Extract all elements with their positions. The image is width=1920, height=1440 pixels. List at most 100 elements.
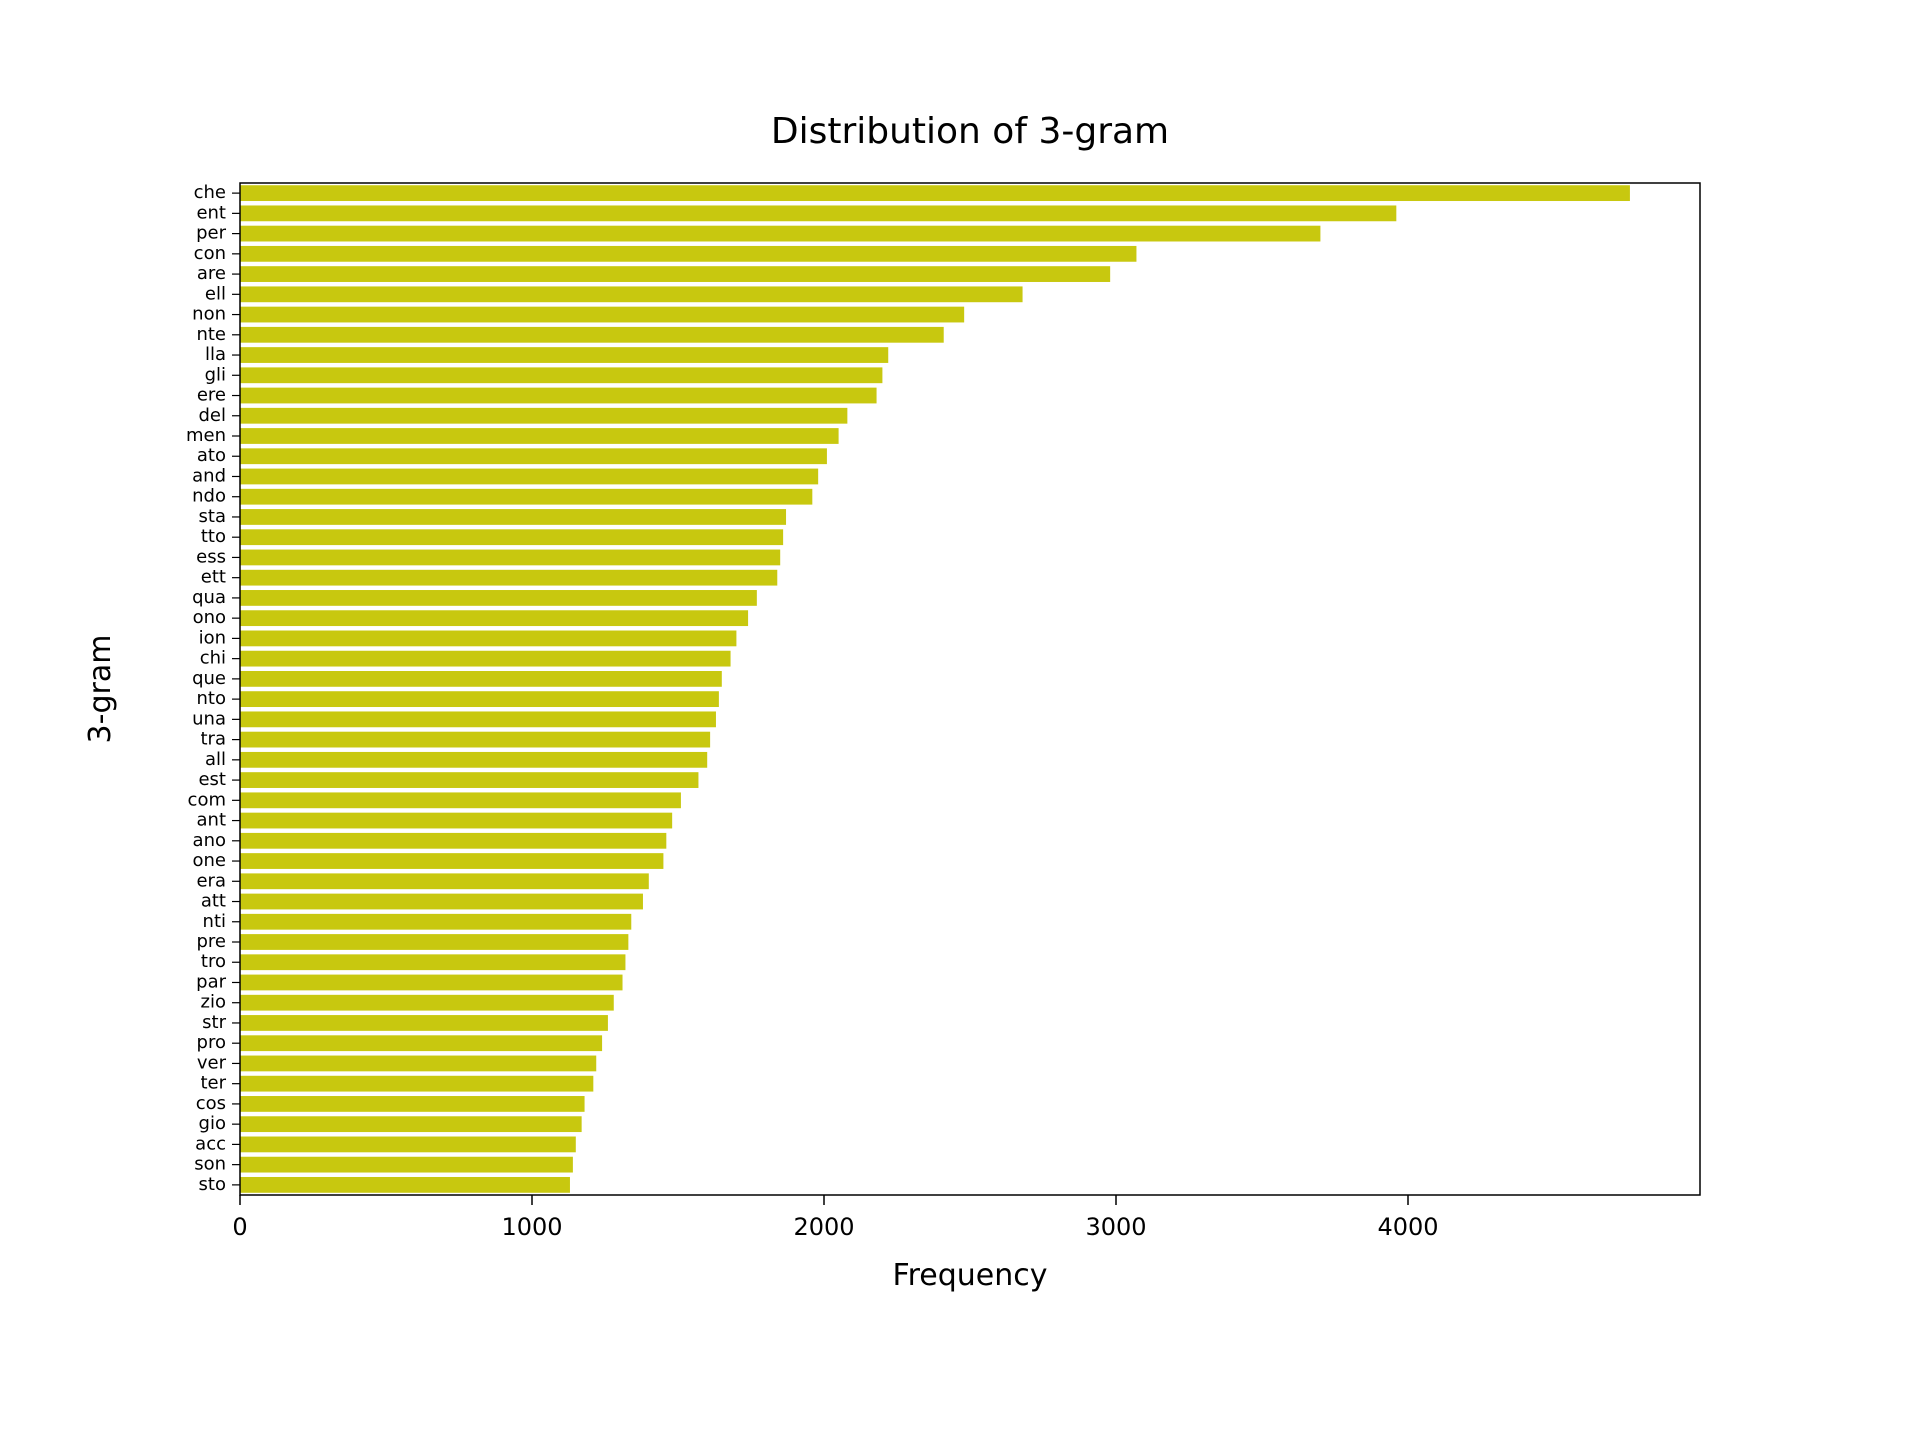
y-tick-label: ett bbox=[201, 567, 226, 588]
y-tick-label: par bbox=[196, 971, 226, 992]
y-tick-label: ano bbox=[193, 830, 226, 851]
bar bbox=[240, 772, 698, 788]
bar bbox=[240, 894, 643, 910]
x-tick-label: 3000 bbox=[1085, 1213, 1146, 1241]
bar bbox=[240, 509, 786, 525]
y-tick-label: che bbox=[194, 182, 226, 203]
bar bbox=[240, 286, 1023, 302]
bar bbox=[240, 307, 964, 323]
bar bbox=[240, 1096, 585, 1112]
bar bbox=[240, 711, 716, 727]
y-tick-label: tto bbox=[201, 526, 226, 547]
y-tick-label: del bbox=[198, 405, 226, 426]
y-tick-label: acc bbox=[195, 1133, 226, 1154]
bar bbox=[240, 1076, 593, 1092]
bar bbox=[240, 610, 748, 626]
y-tick-label: are bbox=[197, 263, 226, 284]
y-tick-label: tro bbox=[201, 951, 226, 972]
y-tick-label: lla bbox=[205, 344, 226, 365]
y-tick-label: ess bbox=[196, 546, 226, 567]
bar bbox=[240, 388, 877, 404]
y-tick-label: qua bbox=[192, 587, 226, 608]
y-tick-label: com bbox=[188, 789, 226, 810]
bar bbox=[240, 833, 666, 849]
y-tick-label: ato bbox=[197, 445, 226, 466]
bar bbox=[240, 914, 631, 930]
bar bbox=[240, 205, 1396, 221]
bar-chart: Distribution of 3-gramcheentperconareell… bbox=[0, 0, 1920, 1440]
y-tick-label: all bbox=[205, 749, 226, 770]
y-tick-label: one bbox=[193, 850, 227, 871]
bar bbox=[240, 651, 731, 667]
y-tick-label: tra bbox=[201, 729, 227, 750]
bar bbox=[240, 975, 623, 991]
bar bbox=[240, 813, 672, 829]
y-tick-label: gio bbox=[199, 1113, 226, 1134]
y-tick-label: ono bbox=[193, 607, 226, 628]
bar bbox=[240, 954, 625, 970]
x-tick-label: 4000 bbox=[1377, 1213, 1438, 1241]
bar bbox=[240, 792, 681, 808]
bar bbox=[240, 934, 628, 950]
y-tick-label: men bbox=[186, 425, 226, 446]
bar bbox=[240, 246, 1136, 262]
y-tick-label: est bbox=[198, 769, 226, 790]
bar bbox=[240, 732, 710, 748]
chart-container: Distribution of 3-gramcheentperconareell… bbox=[0, 0, 1920, 1440]
y-tick-label: que bbox=[192, 668, 226, 689]
bar bbox=[240, 408, 847, 424]
y-tick-label: nte bbox=[196, 324, 226, 345]
bar bbox=[240, 448, 827, 464]
bar bbox=[240, 367, 882, 383]
y-tick-label: chi bbox=[200, 648, 226, 669]
x-tick-label: 2000 bbox=[793, 1213, 854, 1241]
x-tick-label: 0 bbox=[232, 1213, 247, 1241]
bar bbox=[240, 428, 839, 444]
bar bbox=[240, 1157, 573, 1173]
bar bbox=[240, 266, 1110, 282]
y-tick-label: son bbox=[194, 1154, 226, 1175]
y-tick-label: and bbox=[192, 465, 226, 486]
y-tick-label: pro bbox=[197, 1032, 226, 1053]
bar bbox=[240, 489, 812, 505]
y-tick-label: pre bbox=[196, 931, 226, 952]
y-tick-label: ion bbox=[199, 627, 226, 648]
y-axis-label: 3-gram bbox=[83, 635, 118, 744]
y-tick-label: str bbox=[202, 1012, 226, 1033]
bar bbox=[240, 1035, 602, 1051]
bar bbox=[240, 1116, 582, 1132]
bar bbox=[240, 752, 707, 768]
y-tick-label: non bbox=[192, 304, 226, 325]
bar bbox=[240, 590, 757, 606]
y-tick-label: sto bbox=[199, 1174, 226, 1195]
y-tick-label: ere bbox=[197, 385, 226, 406]
bar bbox=[240, 529, 783, 545]
y-tick-label: cos bbox=[196, 1093, 226, 1114]
y-tick-label: ell bbox=[205, 283, 226, 304]
y-tick-label: una bbox=[192, 708, 226, 729]
bar bbox=[240, 185, 1630, 201]
bar bbox=[240, 853, 663, 869]
bar bbox=[240, 226, 1320, 242]
bar bbox=[240, 873, 649, 889]
y-tick-label: ter bbox=[200, 1073, 226, 1094]
bar bbox=[240, 327, 944, 343]
y-tick-label: con bbox=[194, 243, 226, 264]
y-tick-label: att bbox=[201, 891, 226, 912]
y-tick-label: sta bbox=[199, 506, 226, 527]
bar bbox=[240, 631, 736, 647]
bar bbox=[240, 550, 780, 566]
bar bbox=[240, 671, 722, 687]
bar bbox=[240, 691, 719, 707]
y-tick-label: zio bbox=[201, 992, 226, 1013]
x-axis-label: Frequency bbox=[893, 1258, 1048, 1293]
chart-title: Distribution of 3-gram bbox=[771, 111, 1169, 152]
y-tick-label: ver bbox=[197, 1052, 227, 1073]
y-tick-label: nti bbox=[203, 911, 226, 932]
bar bbox=[240, 1056, 596, 1072]
y-tick-label: nto bbox=[197, 688, 226, 709]
y-tick-label: ant bbox=[197, 810, 227, 831]
y-tick-label: per bbox=[196, 223, 227, 244]
bar bbox=[240, 1015, 608, 1031]
y-tick-label: ndo bbox=[192, 486, 226, 507]
